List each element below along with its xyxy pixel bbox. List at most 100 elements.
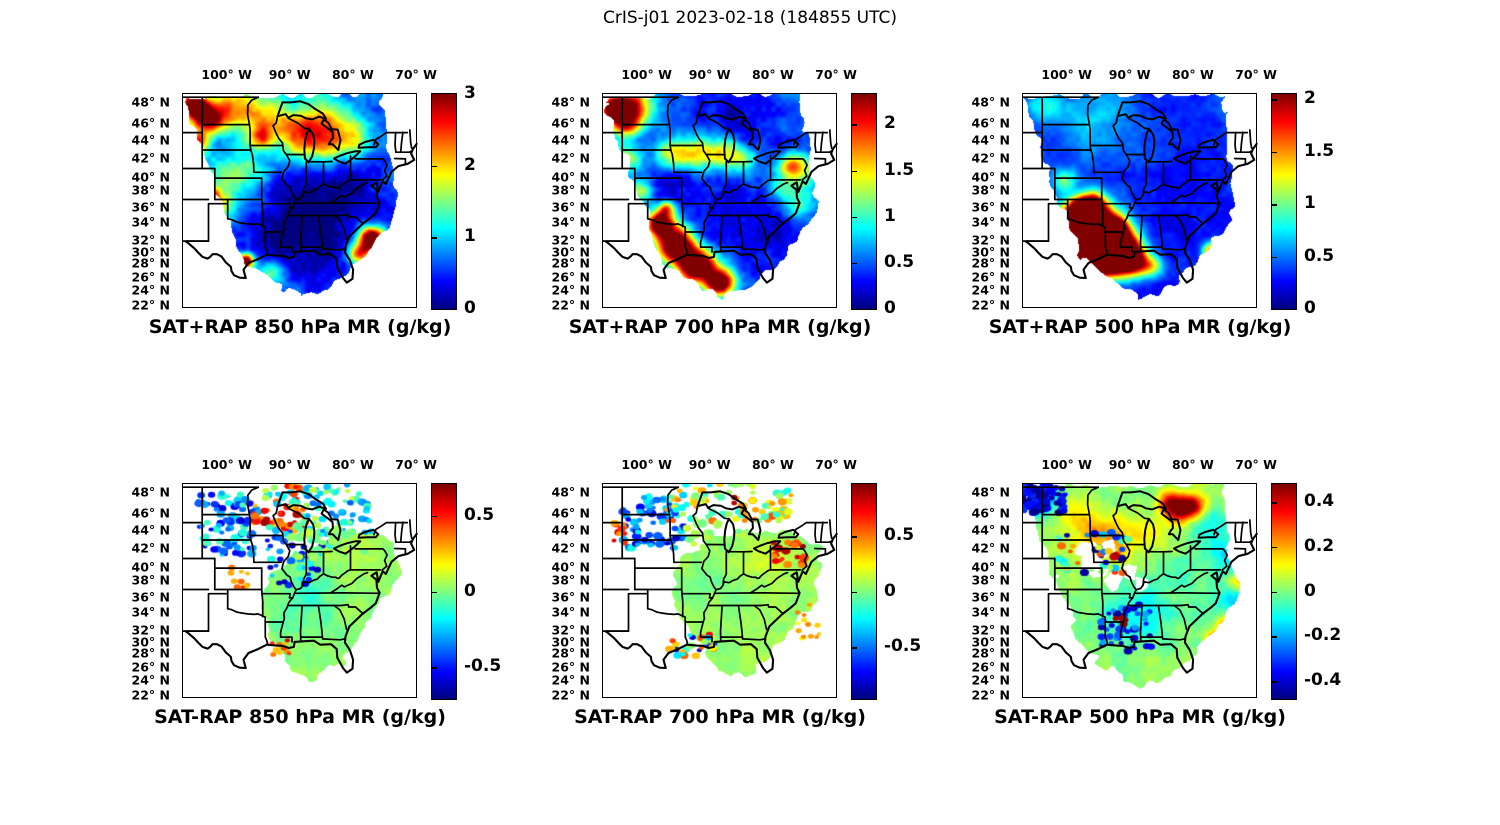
colorbar-sum500 xyxy=(1271,93,1297,310)
colorbar-tick-label: 0.5 xyxy=(884,525,915,546)
colorbar-tick-label: 3 xyxy=(464,83,476,103)
lon-tick-label: 90° W xyxy=(688,67,731,82)
lat-tick-label: 34° N xyxy=(971,214,1010,230)
colorbar-tick-label: -0.5 xyxy=(884,635,922,656)
lat-tick-label: 24° N xyxy=(131,282,170,298)
lat-tick-label: 36° N xyxy=(971,199,1010,215)
colorbar-sum700 xyxy=(851,93,877,310)
state-borders xyxy=(183,96,418,284)
lat-axis: 48° N 46° N 44° N 42° N 40° N 38° N 36° N 34° N… xyxy=(120,483,176,703)
colorbar-tick-label: -0.4 xyxy=(1304,670,1342,691)
lat-tick-label: 40° N xyxy=(971,559,1010,575)
lat-tick-label: 36° N xyxy=(551,589,590,605)
panel-title-sum850: SAT+RAP 850 hPa MR (g/kg) xyxy=(148,316,452,338)
lat-tick-label: 38° N xyxy=(971,572,1010,588)
lon-tick-label: 100° W xyxy=(201,67,252,82)
lat-tick-label: 36° N xyxy=(551,199,590,215)
lat-tick-label: 26° N xyxy=(971,269,1010,285)
lat-axis: 48° N 46° N 44° N 42° N 40° N 38° N 36° N 34° N… xyxy=(960,483,1016,703)
colorbar-tick-mark xyxy=(1272,256,1277,259)
lat-tick-label: 44° N xyxy=(971,522,1010,538)
colorbar-tick-mark xyxy=(432,667,437,669)
colorbar-diff700 xyxy=(851,483,877,700)
lat-tick-label: 42° N xyxy=(971,150,1010,166)
colorbar-tick-label: 0.4 xyxy=(1304,490,1335,511)
colorbar-tick-mark xyxy=(432,237,437,239)
lat-tick-label: 46° N xyxy=(971,115,1010,131)
colorbar-tick-mark xyxy=(852,124,857,127)
lat-tick-label: 24° N xyxy=(971,282,1010,298)
lat-tick-label: 44° N xyxy=(131,132,170,148)
lat-tick-label: 38° N xyxy=(551,182,590,198)
lat-tick-label: 36° N xyxy=(971,589,1010,605)
lat-tick-label: 48° N xyxy=(551,94,590,110)
panel-title-diff850: SAT-RAP 850 hPa MR (g/kg) xyxy=(154,706,446,728)
lat-tick-label: 24° N xyxy=(131,672,170,688)
lat-tick-label: 44° N xyxy=(131,522,170,538)
lat-tick-label: 30° N xyxy=(131,634,170,650)
panel-sum500: 100° W 90° W 80° W 70° W 48° N 46° N 44° N 42° … xyxy=(960,55,1380,365)
lat-tick-label: 42° N xyxy=(551,150,590,166)
lat-tick-label: 46° N xyxy=(131,505,170,521)
lat-axis: 48° N 46° N 44° N 42° N 40° N 38° N 36° N 34° N… xyxy=(540,93,596,313)
colorbar-tick-label: 0 xyxy=(1304,298,1316,318)
lat-tick-label: 28° N xyxy=(551,645,590,661)
colorbar-tick-label: 1 xyxy=(1304,193,1316,214)
panel-title-diff700: SAT-RAP 700 hPa MR (g/kg) xyxy=(574,706,866,728)
colorbar-sum850 xyxy=(431,93,457,310)
lat-tick-label: 48° N xyxy=(131,484,170,500)
colorbar-tick-label: -0.2 xyxy=(1304,625,1342,646)
colorbar-tick-mark xyxy=(1272,204,1277,206)
map-axes-diff500 xyxy=(1022,483,1258,699)
colorbar-tick-label: 0 xyxy=(464,580,476,601)
lon-tick-label: 90° W xyxy=(688,457,731,472)
lon-tick-label: 100° W xyxy=(1041,67,1092,82)
lat-tick-label: 46° N xyxy=(971,505,1010,521)
lon-tick-label: 70° W xyxy=(1235,457,1277,472)
colorbar-tick-mark xyxy=(852,591,857,594)
lat-tick-label: 24° N xyxy=(551,282,590,298)
lat-tick-label: 26° N xyxy=(971,659,1010,675)
lat-tick-label: 40° N xyxy=(551,559,590,575)
colorbar-tick-mark xyxy=(1272,151,1277,154)
state-borders xyxy=(603,96,838,284)
lat-tick-label: 32° N xyxy=(131,232,170,248)
colorbar-diff500 xyxy=(1271,483,1297,700)
colorbar-tick-mark xyxy=(852,170,857,173)
colorbar-tick-label: -0.5 xyxy=(464,656,502,677)
lat-tick-label: 26° N xyxy=(551,269,590,285)
lat-tick-label: 22° N xyxy=(551,687,590,703)
colorbar-tick-mark xyxy=(1272,99,1277,101)
lon-tick-label: 80° W xyxy=(751,67,794,82)
lat-tick-label: 26° N xyxy=(131,659,170,675)
lat-tick-label: 32° N xyxy=(551,622,590,638)
panel-title-diff500: SAT-RAP 500 hPa MR (g/kg) xyxy=(994,706,1286,728)
lon-tick-label: 70° W xyxy=(815,457,857,472)
map-axes-sum850 xyxy=(182,93,418,309)
state-borders xyxy=(603,486,838,674)
colorbar-tick-mark xyxy=(1272,591,1277,594)
lon-tick-label: 80° W xyxy=(331,67,374,82)
lon-tick-label: 100° W xyxy=(1041,457,1092,472)
lat-tick-label: 48° N xyxy=(551,484,590,500)
lat-tick-label: 22° N xyxy=(131,297,170,313)
lat-tick-label: 40° N xyxy=(131,169,170,185)
lat-tick-label: 42° N xyxy=(551,540,590,556)
lon-tick-label: 80° W xyxy=(1171,457,1214,472)
lon-tick-label: 100° W xyxy=(621,457,672,472)
panel-title-sum500: SAT+RAP 500 hPa MR (g/kg) xyxy=(988,316,1292,338)
lat-tick-label: 28° N xyxy=(971,645,1010,661)
panel-diff500: 100° W 90° W 80° W 70° W 48° N 46° N 44° N 42° … xyxy=(960,445,1380,755)
lat-tick-label: 34° N xyxy=(131,604,170,620)
lat-tick-label: 24° N xyxy=(971,672,1010,688)
colorbar-gradient xyxy=(1272,94,1296,309)
colorbar-gradient xyxy=(852,94,876,309)
lat-tick-label: 30° N xyxy=(131,244,170,260)
lat-axis: 48° N 46° N 44° N 42° N 40° N 38° N 36° N 34° N… xyxy=(120,93,176,313)
lat-tick-label: 30° N xyxy=(971,244,1010,260)
colorbar-tick-label: 0.2 xyxy=(1304,535,1335,556)
colorbar-tick-label: 2 xyxy=(884,113,896,134)
lat-tick-label: 38° N xyxy=(131,182,170,198)
colorbar-tick-mark xyxy=(1272,501,1277,504)
